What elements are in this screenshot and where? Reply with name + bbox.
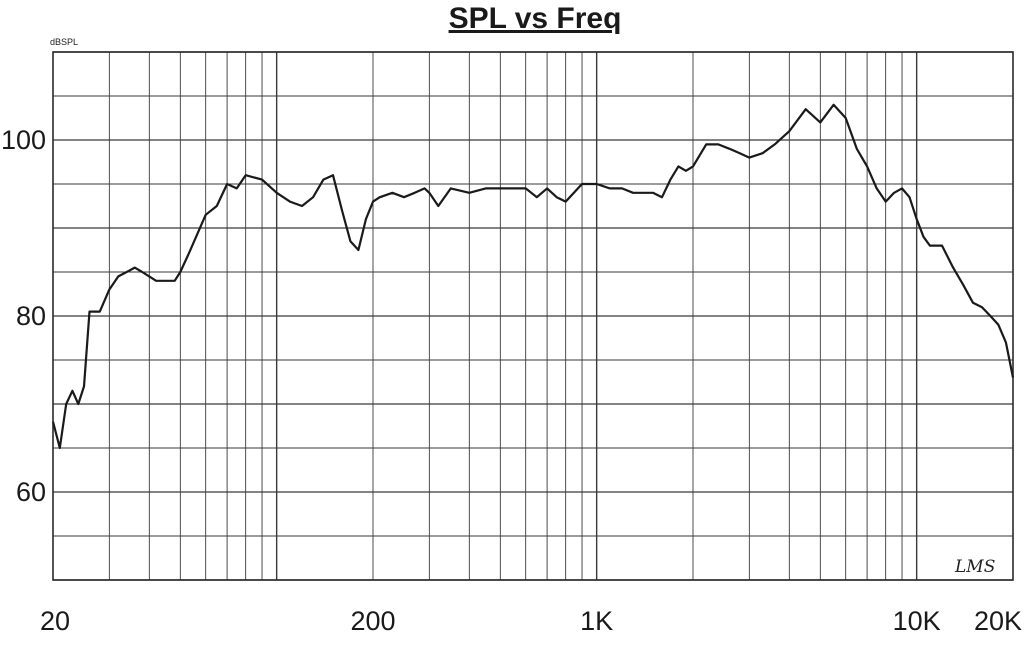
x-tick-label: 1K — [580, 606, 613, 636]
grid — [52, 51, 1014, 581]
y-tick-label: 60 — [16, 477, 46, 507]
x-tick-label: 200 — [350, 606, 395, 636]
y-axis-unit-label: dBSPL — [50, 37, 78, 47]
x-tick-label: 10K — [893, 606, 941, 636]
x-tick-labels: 20 200 1K 10K 20K — [40, 606, 1022, 636]
spl-curve — [51, 103, 1015, 450]
plot-frame — [52, 51, 1014, 581]
lms-watermark: LMS — [954, 557, 995, 577]
y-tick-label: 80 — [16, 301, 46, 331]
x-tick-label: 20 — [40, 606, 70, 636]
x-tick-label: 20K — [974, 606, 1022, 636]
y-tick-label: 100 — [1, 125, 46, 155]
y-tick-labels: 100 80 60 — [1, 125, 46, 507]
chart-title: SPL vs Freq — [448, 2, 622, 35]
